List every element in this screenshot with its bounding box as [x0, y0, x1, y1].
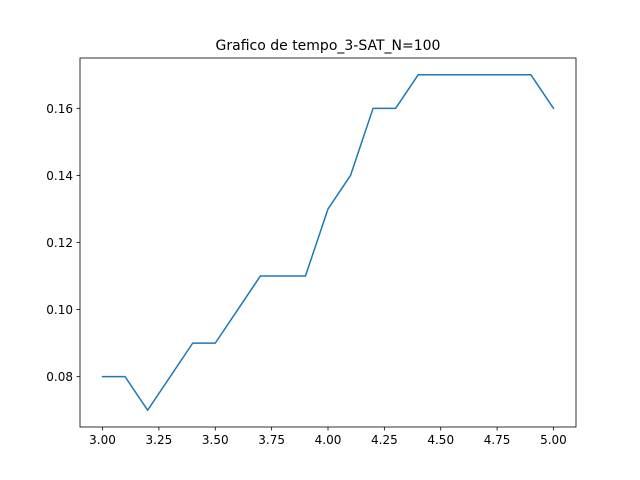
x-tick-label: 3.25: [146, 433, 173, 447]
chart-title: Grafico de tempo_3-SAT_N=100: [216, 38, 441, 54]
y-tick-label: 0.08: [46, 370, 73, 384]
x-tick-label: 5.00: [540, 433, 567, 447]
x-tick-label: 4.25: [371, 433, 398, 447]
x-tick-label: 3.00: [89, 433, 116, 447]
plot-area: 3.00 3.25 3.50 3.75 4.00 4.25 4.50 4.75 5.00 0.08…: [46, 57, 577, 447]
x-tick-label: 3.50: [202, 433, 229, 447]
x-tick-label: 4.00: [315, 433, 342, 447]
y-tick-label: 0.14: [46, 169, 73, 183]
y-tick-label: 0.10: [46, 303, 73, 317]
x-tick-label: 4.50: [427, 433, 454, 447]
series-line-0: [101, 74, 555, 411]
x-tick-label: 4.75: [484, 433, 511, 447]
y-tick-label: 0.12: [46, 236, 73, 250]
x-tick-label: 3.75: [258, 433, 285, 447]
y-tick-label: 0.16: [46, 102, 73, 116]
